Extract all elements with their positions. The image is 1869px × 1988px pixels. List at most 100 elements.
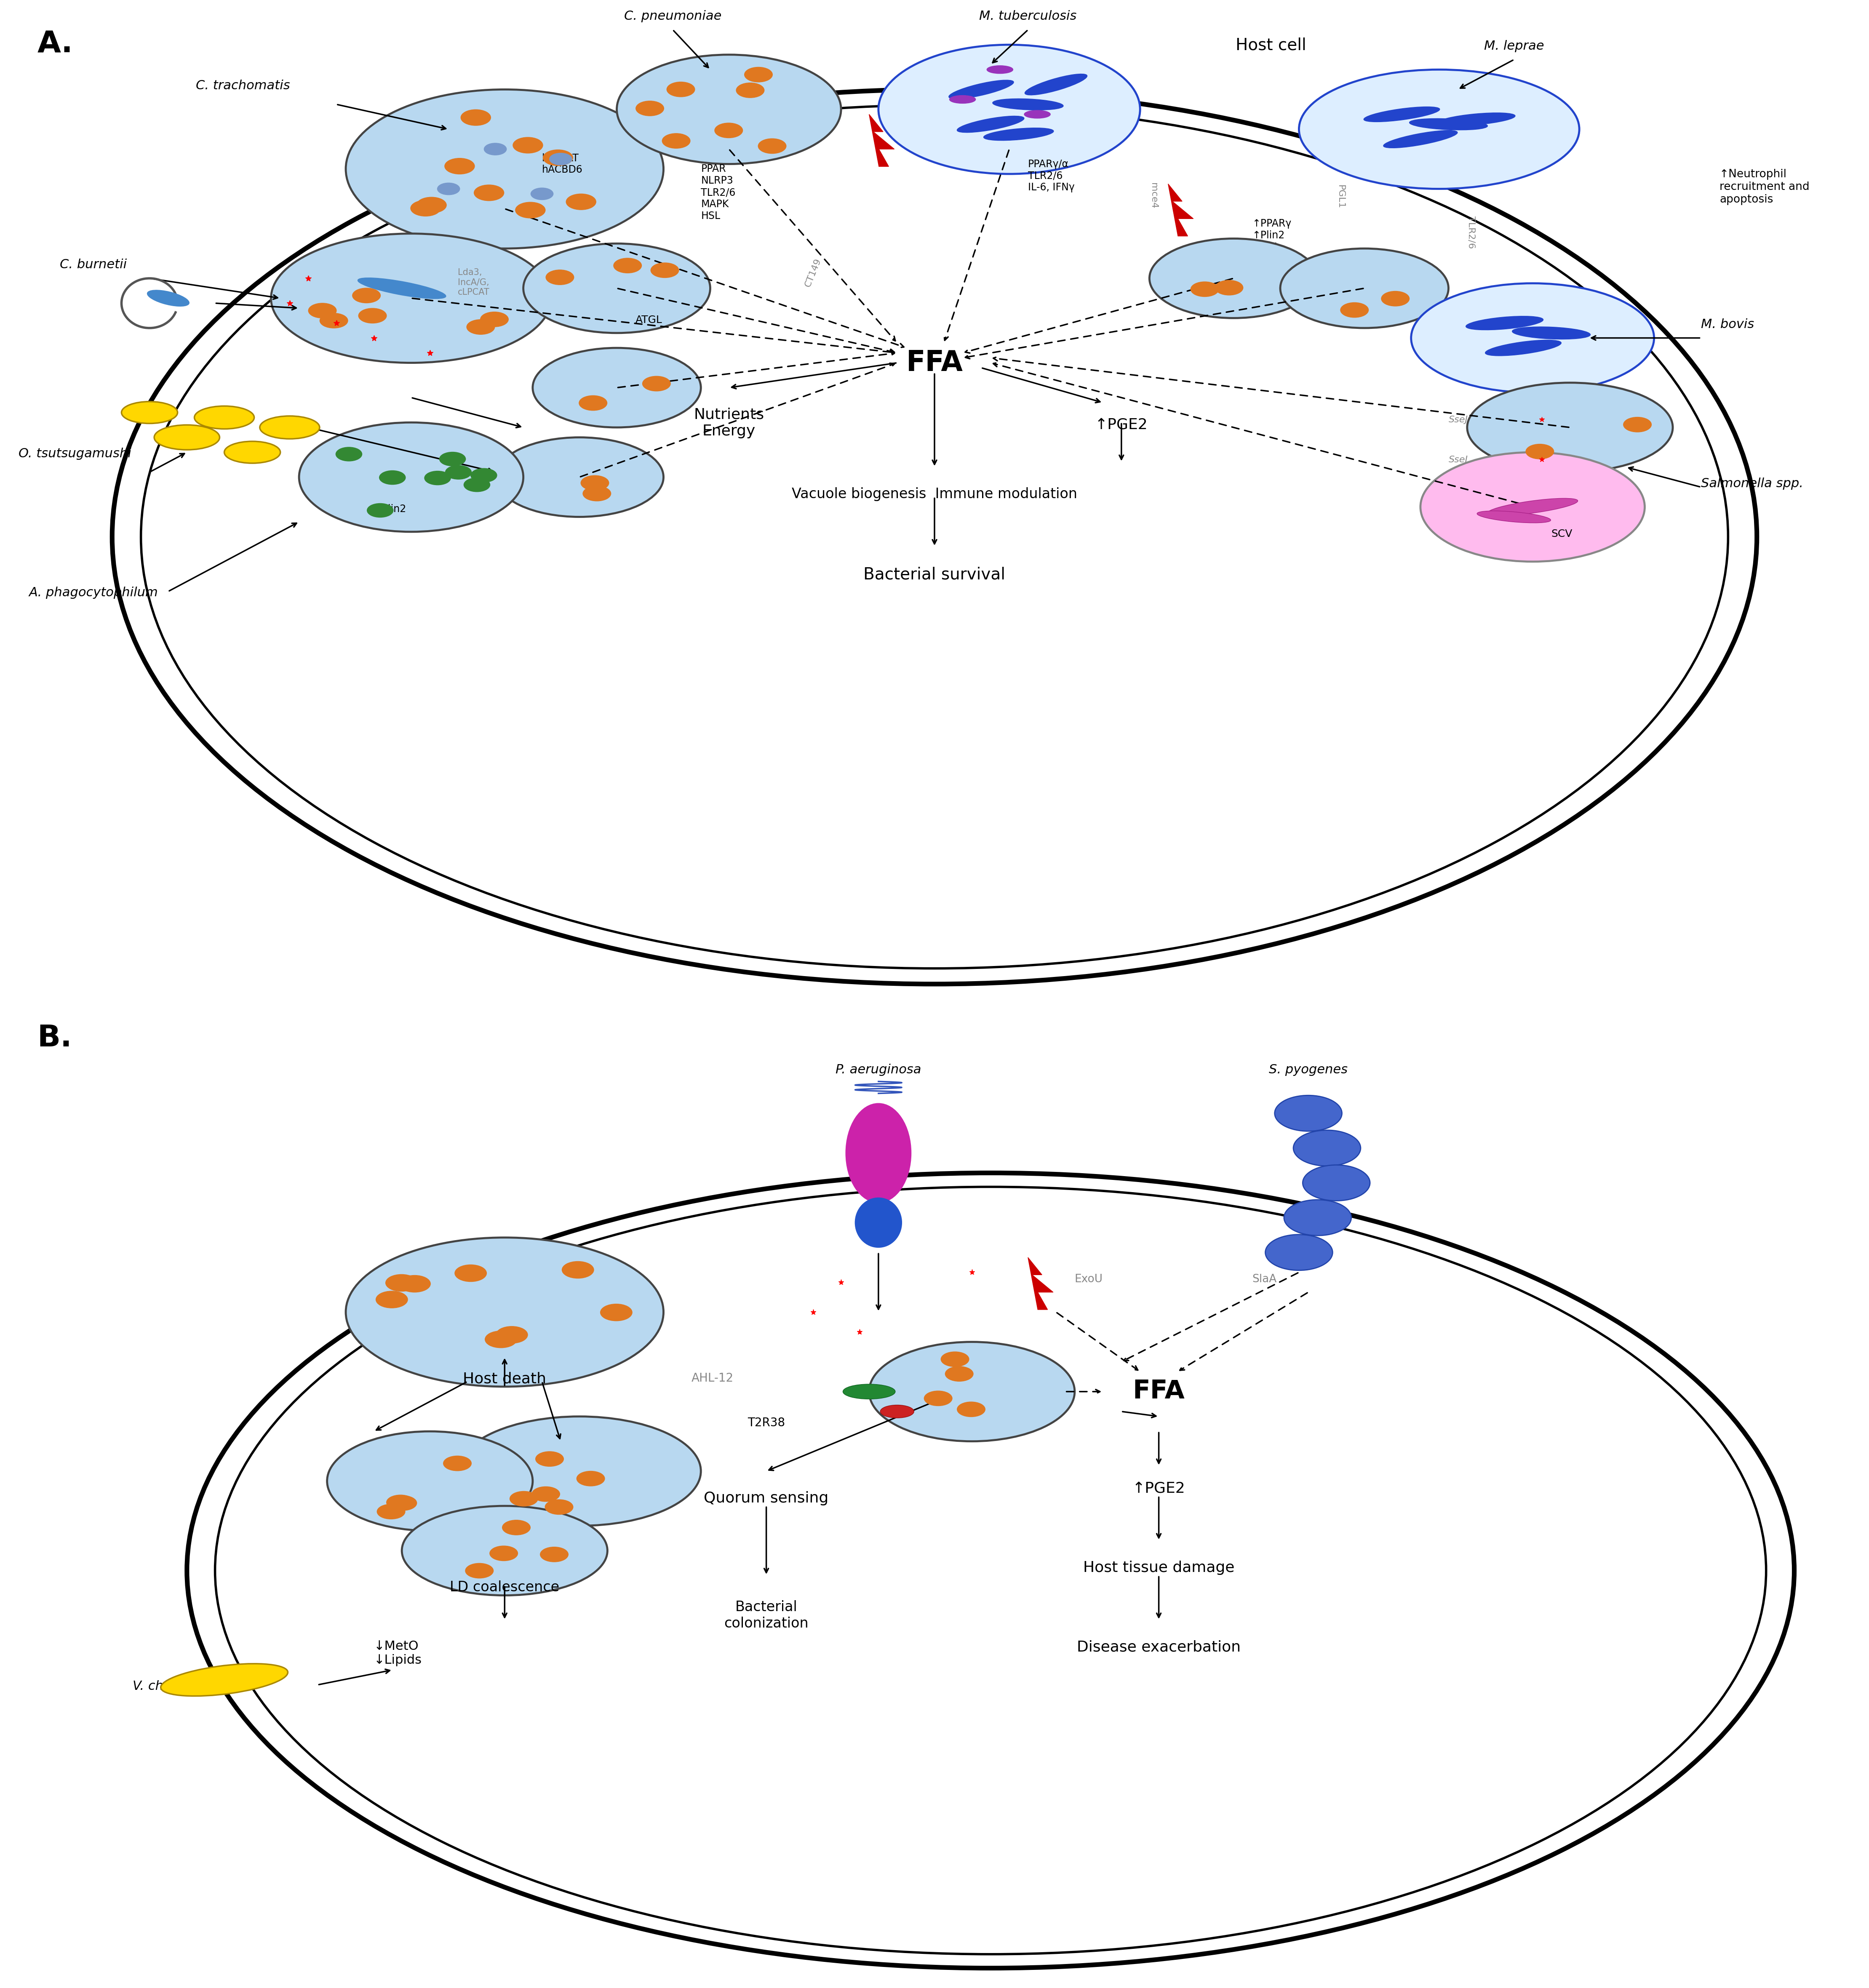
Text: Lda3,
IncA/G,
cLPCAT: Lda3, IncA/G, cLPCAT — [458, 268, 490, 296]
Ellipse shape — [617, 54, 841, 165]
Circle shape — [1265, 1235, 1333, 1270]
Circle shape — [385, 1274, 417, 1292]
Ellipse shape — [949, 95, 976, 103]
Circle shape — [536, 1451, 564, 1467]
Ellipse shape — [1437, 113, 1516, 125]
Ellipse shape — [1364, 107, 1439, 121]
Circle shape — [579, 396, 607, 410]
Circle shape — [417, 197, 447, 213]
Ellipse shape — [1280, 248, 1448, 328]
Text: Host death: Host death — [464, 1372, 546, 1386]
Text: T2R38: T2R38 — [748, 1417, 785, 1429]
Circle shape — [714, 123, 742, 137]
Text: Quorum sensing: Quorum sensing — [705, 1491, 828, 1505]
Circle shape — [1275, 1095, 1342, 1131]
Circle shape — [320, 314, 348, 328]
Circle shape — [503, 1521, 531, 1535]
Circle shape — [1215, 280, 1243, 294]
Text: A.: A. — [37, 30, 73, 60]
Circle shape — [465, 1563, 493, 1578]
Ellipse shape — [992, 99, 1063, 109]
Ellipse shape — [983, 127, 1054, 141]
Text: SseJ: SseJ — [1448, 455, 1467, 463]
Circle shape — [1284, 1199, 1351, 1235]
Ellipse shape — [299, 423, 523, 533]
Circle shape — [546, 1499, 574, 1515]
Circle shape — [1191, 282, 1219, 296]
Ellipse shape — [869, 1342, 1075, 1441]
Text: S. pyogenes: S. pyogenes — [1269, 1064, 1348, 1076]
Circle shape — [744, 68, 772, 82]
Circle shape — [512, 137, 542, 153]
Text: ↑PGE2: ↑PGE2 — [1133, 1481, 1185, 1495]
Circle shape — [308, 302, 336, 318]
Text: CT149: CT149 — [804, 256, 822, 288]
Text: V. cholerae: V. cholerae — [133, 1680, 204, 1692]
Text: M. tuberculosis: M. tuberculosis — [979, 10, 1077, 22]
Text: Host cell: Host cell — [1235, 38, 1306, 54]
Text: hLPCAT
hACBD6: hLPCAT hACBD6 — [542, 153, 583, 175]
Text: SCV: SCV — [1551, 529, 1572, 539]
Circle shape — [759, 139, 787, 153]
Circle shape — [411, 201, 441, 217]
Circle shape — [353, 288, 381, 302]
Circle shape — [957, 1402, 985, 1417]
Ellipse shape — [153, 425, 221, 449]
Ellipse shape — [533, 348, 701, 427]
Text: SseJ: SseJ — [1448, 415, 1467, 423]
Text: ↑PPARγ
↑Plin2
↓HSL: ↑PPARγ ↑Plin2 ↓HSL — [1252, 219, 1291, 252]
Circle shape — [486, 1330, 518, 1348]
Ellipse shape — [847, 1103, 912, 1203]
Text: PPARγ/α
TLR2/6
IL-6, IFNγ: PPARγ/α TLR2/6 IL-6, IFNγ — [1028, 159, 1075, 193]
Circle shape — [454, 1264, 486, 1282]
Circle shape — [366, 503, 392, 517]
Circle shape — [566, 195, 596, 211]
Text: ExoU: ExoU — [1075, 1274, 1103, 1284]
Circle shape — [531, 189, 553, 199]
Ellipse shape — [346, 89, 663, 248]
Ellipse shape — [1299, 70, 1579, 189]
Circle shape — [1525, 443, 1553, 459]
Text: LD coalescence: LD coalescence — [450, 1580, 559, 1594]
Ellipse shape — [1477, 511, 1551, 523]
Circle shape — [583, 487, 611, 501]
Text: M. bovis: M. bovis — [1701, 318, 1753, 330]
Ellipse shape — [856, 1197, 903, 1248]
Circle shape — [462, 109, 492, 125]
Circle shape — [946, 1366, 974, 1382]
Ellipse shape — [495, 437, 663, 517]
Circle shape — [667, 82, 695, 97]
Circle shape — [600, 1304, 632, 1320]
Ellipse shape — [1149, 239, 1318, 318]
Text: Nutrients
Energy: Nutrients Energy — [693, 408, 764, 439]
Text: Disease exacerbation: Disease exacerbation — [1077, 1640, 1241, 1654]
Ellipse shape — [161, 1664, 288, 1696]
Text: FFA: FFA — [906, 350, 963, 376]
Circle shape — [379, 471, 406, 485]
Text: Bacterial survival: Bacterial survival — [863, 567, 1006, 582]
Circle shape — [484, 143, 506, 155]
Circle shape — [495, 1326, 527, 1344]
Ellipse shape — [523, 245, 710, 332]
Text: PGL1: PGL1 — [1336, 185, 1346, 209]
Circle shape — [1381, 290, 1409, 306]
Circle shape — [387, 1495, 415, 1509]
Text: ↑Neutrophil
recruitment and
apoptosis: ↑Neutrophil recruitment and apoptosis — [1719, 169, 1809, 205]
Text: PPAR
NLRP3
TLR2/6
MAPK
HSL: PPAR NLRP3 TLR2/6 MAPK HSL — [701, 165, 736, 221]
Circle shape — [1293, 1129, 1361, 1165]
Ellipse shape — [327, 1431, 533, 1531]
Text: O. tsutsugamushi: O. tsutsugamushi — [19, 447, 131, 459]
Text: P. aeruginosa: P. aeruginosa — [835, 1064, 921, 1076]
Circle shape — [464, 477, 490, 491]
Text: C. burnetii: C. burnetii — [60, 258, 127, 270]
Circle shape — [546, 270, 574, 284]
Circle shape — [471, 469, 497, 483]
Circle shape — [540, 1547, 568, 1563]
Text: C. trachomatis: C. trachomatis — [196, 80, 290, 91]
Circle shape — [1340, 302, 1368, 318]
Circle shape — [635, 101, 663, 115]
Circle shape — [467, 320, 495, 334]
Circle shape — [516, 203, 546, 219]
Circle shape — [445, 159, 475, 175]
Ellipse shape — [1420, 453, 1645, 561]
